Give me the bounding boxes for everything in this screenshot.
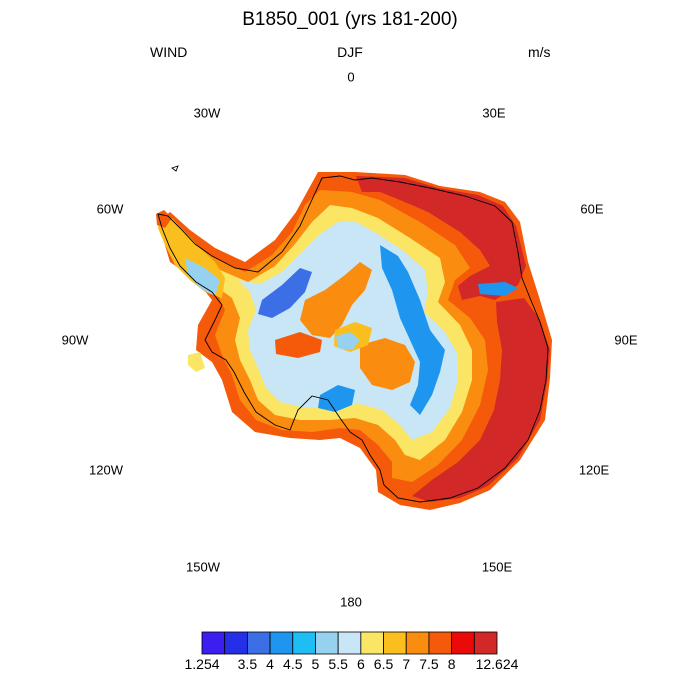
- colorbar-swatch: [246, 631, 271, 655]
- lon-label-60e: 60E: [580, 201, 604, 217]
- colorbar-tick-label: 5: [311, 656, 320, 672]
- colorbar-swatch: [337, 631, 362, 655]
- wind-band-center-orange-2: [360, 338, 415, 390]
- lon-label-120e: 120E: [578, 462, 610, 478]
- coastline-west: [157, 177, 351, 433]
- lon-label-120w: 120W: [89, 462, 123, 478]
- colorbar-tick-label: 1.254: [184, 656, 220, 672]
- lon-label-90e: 90E: [614, 332, 638, 348]
- coastline-east: [321, 175, 549, 503]
- wind-band-blue-south: [318, 385, 355, 412]
- colorbar-swatch: [269, 631, 294, 655]
- wind-band-center-lightblue: [336, 332, 360, 350]
- colorbar-tick-label: 7.5: [419, 656, 439, 672]
- wind-band-blue-west: [258, 268, 312, 318]
- lon-label-30e: 30E: [482, 105, 506, 121]
- colorbar-tick-label: 3.5: [237, 656, 258, 672]
- colorbar-tick-label: 6: [356, 656, 365, 672]
- colorbar-tick-label: 4.5: [283, 656, 303, 672]
- wind-band-peninsula-blue: [185, 258, 220, 296]
- variable-label: WIND: [150, 44, 188, 60]
- wind-band-center-orange: [300, 262, 372, 338]
- lon-label-30w: 30W: [193, 105, 221, 121]
- colorbar-tick-label: 12.624: [475, 656, 519, 672]
- lon-label-150e: 150E: [481, 559, 513, 575]
- colorbar-swatch: [405, 631, 430, 655]
- wind-field: [156, 172, 552, 510]
- wind-band-blue-center: [380, 245, 445, 415]
- coastline-island: [171, 165, 179, 172]
- wind-band-east-blue: [478, 282, 518, 296]
- lon-label-180: 180: [340, 594, 362, 610]
- colorbar-swatch: [315, 631, 339, 655]
- colorbar-swatch: [292, 631, 316, 655]
- season-label: DJF: [337, 44, 363, 60]
- colorbar-tick-label: 5.5: [328, 656, 348, 672]
- colorbar-swatch: [383, 631, 407, 655]
- colorbar-tick-label: 4: [266, 656, 274, 672]
- colorbar: [201, 631, 498, 655]
- lon-label-150w: 150W: [186, 559, 220, 575]
- colorbar-tick-label: 8: [447, 656, 456, 672]
- lon-label-0: 0: [347, 69, 355, 85]
- wind-band-islands: [188, 352, 205, 372]
- wind-band-strongest: [356, 176, 526, 300]
- colorbar-swatch: [201, 631, 226, 655]
- wind-band-center-red: [275, 332, 322, 358]
- colorbar-swatch: [360, 631, 384, 655]
- colorbar-swatch: [473, 631, 498, 655]
- colorbar-tick-label: 6.5: [373, 656, 394, 672]
- coastline: [157, 165, 549, 503]
- colorbar-swatch: [224, 631, 248, 655]
- units-label: m/s: [528, 44, 551, 60]
- map-title: B1850_001 (yrs 181-200): [242, 9, 458, 30]
- lon-label-60w: 60W: [96, 201, 124, 217]
- wind-band-strongest-east: [412, 298, 550, 502]
- lon-label-90w: 90W: [61, 332, 89, 348]
- colorbar-swatch: [451, 631, 475, 655]
- colorbar-tick-label: 7: [402, 656, 411, 672]
- colorbar-swatch: [428, 631, 453, 655]
